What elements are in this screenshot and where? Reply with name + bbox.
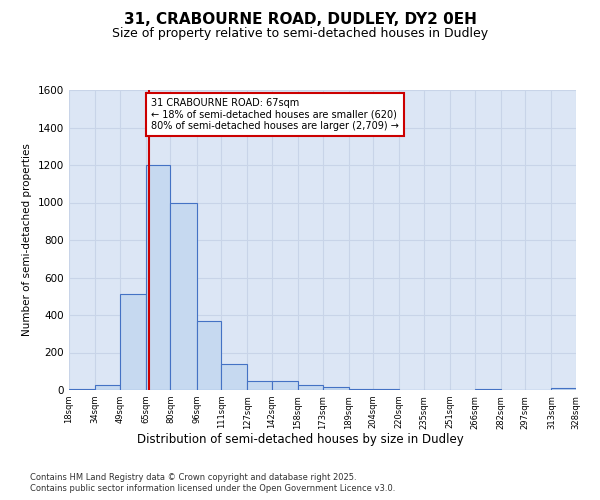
- Text: Distribution of semi-detached houses by size in Dudley: Distribution of semi-detached houses by …: [137, 432, 463, 446]
- Bar: [95, 386, 120, 390]
- Bar: [146, 165, 170, 390]
- Bar: [298, 386, 323, 390]
- Bar: [120, 294, 146, 390]
- Text: Contains HM Land Registry data © Crown copyright and database right 2025.: Contains HM Land Registry data © Crown c…: [30, 472, 356, 482]
- Bar: [272, 380, 298, 390]
- Bar: [197, 320, 221, 390]
- Y-axis label: Number of semi-detached properties: Number of semi-detached properties: [22, 144, 32, 336]
- Bar: [69, 389, 95, 390]
- Text: Contains public sector information licensed under the Open Government Licence v3: Contains public sector information licen…: [30, 484, 395, 493]
- Bar: [323, 387, 349, 390]
- Bar: [475, 389, 501, 390]
- Bar: [551, 388, 576, 390]
- Text: 31, CRABOURNE ROAD, DUDLEY, DY2 0EH: 31, CRABOURNE ROAD, DUDLEY, DY2 0EH: [124, 12, 476, 28]
- Bar: [170, 202, 197, 390]
- Bar: [221, 364, 247, 390]
- Text: 31 CRABOURNE ROAD: 67sqm
← 18% of semi-detached houses are smaller (620)
80% of : 31 CRABOURNE ROAD: 67sqm ← 18% of semi-d…: [151, 98, 398, 130]
- Bar: [349, 389, 373, 390]
- Bar: [373, 389, 400, 390]
- Bar: [247, 380, 272, 390]
- Text: Size of property relative to semi-detached houses in Dudley: Size of property relative to semi-detach…: [112, 28, 488, 40]
